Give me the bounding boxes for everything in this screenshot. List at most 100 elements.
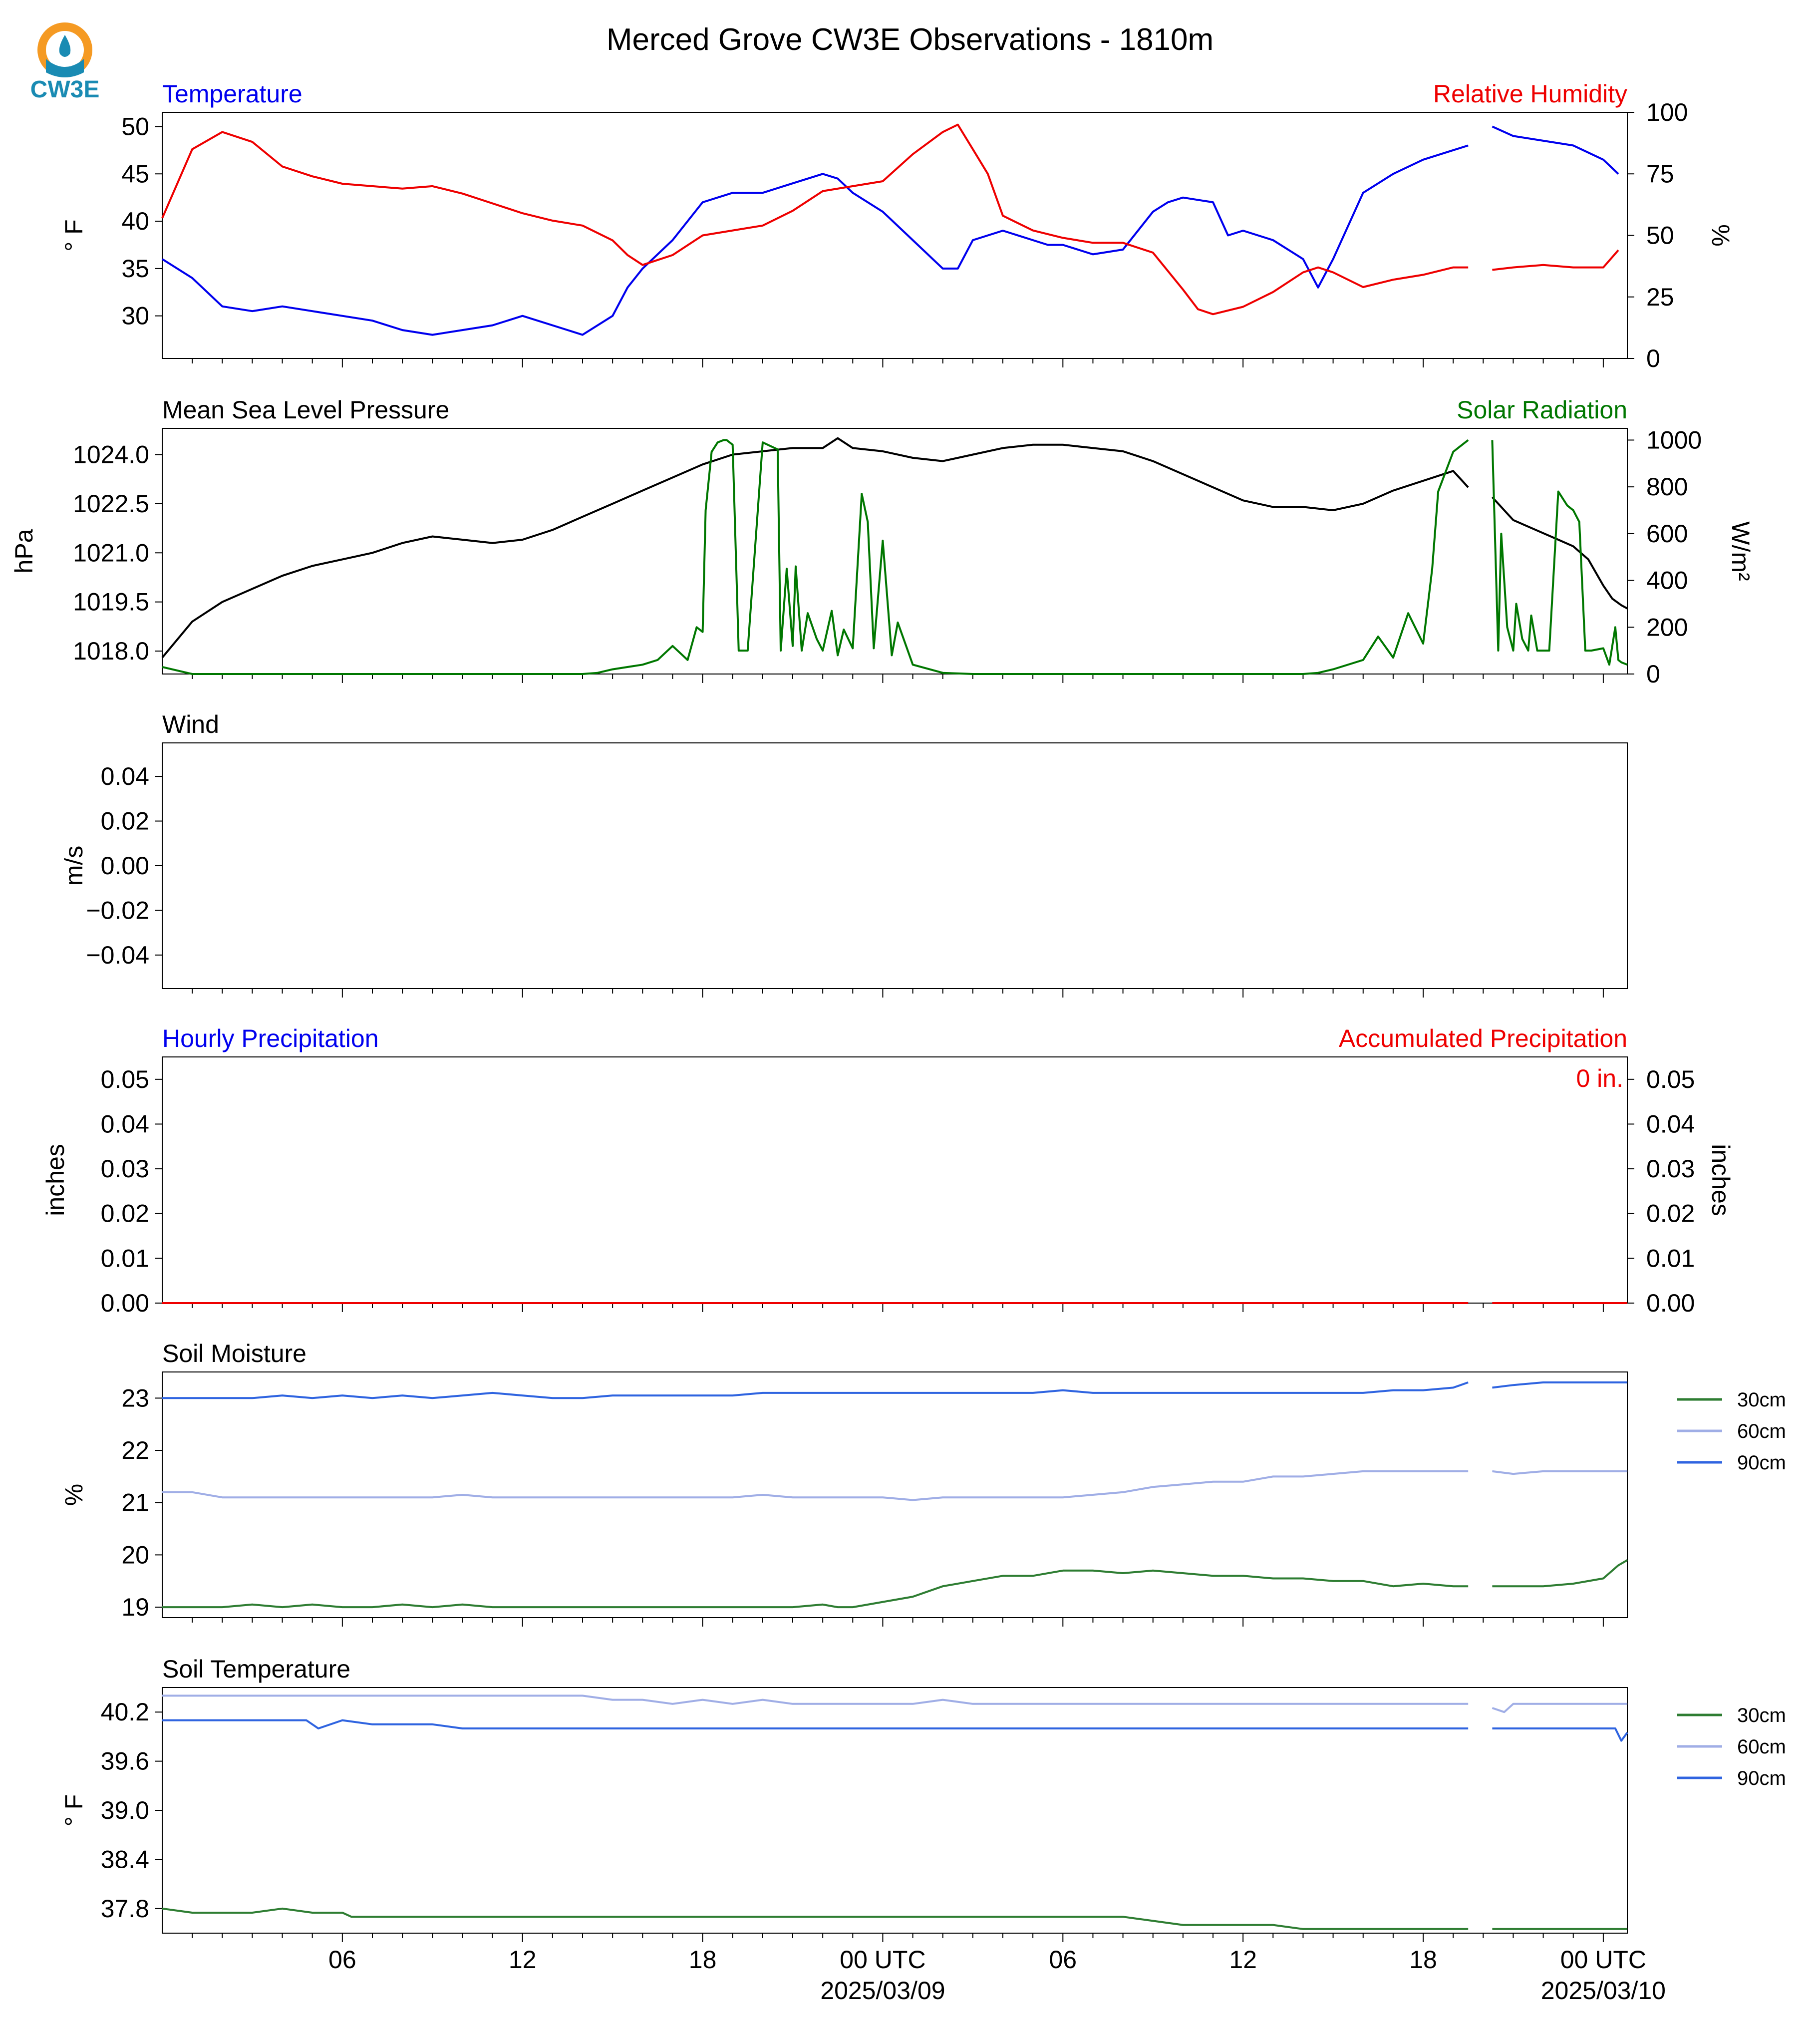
y2tick-label: 1000	[1646, 426, 1702, 454]
ytick-label: 45	[121, 160, 149, 188]
ylabel: %	[60, 1484, 88, 1506]
legend: 30cm 60cm 90cm	[1677, 1704, 1786, 1789]
series-line	[162, 1381, 1469, 1399]
ytick-label: 40	[121, 207, 149, 235]
panels: Temperature Relative Humidity 30 35 40 45 50 ° …	[10, 80, 1786, 2005]
y2tick-label: 600	[1646, 520, 1688, 548]
xtick-label: 06	[1049, 1946, 1077, 1974]
xtick-label: 06	[328, 1946, 356, 1974]
ytick-label: 20	[121, 1541, 149, 1569]
ytick-label: 35	[121, 255, 149, 283]
ytick-label: 30	[121, 302, 149, 330]
legend: 30cm 60cm 90cm	[1677, 1389, 1786, 1474]
series-line	[1491, 440, 1628, 666]
legend-label: 90cm	[1737, 1452, 1786, 1474]
y2tick-label: 0.02	[1646, 1200, 1695, 1228]
ytick-label: 0.01	[101, 1244, 149, 1272]
y2label: inches	[1707, 1144, 1735, 1216]
y2tick-label: 0.03	[1646, 1155, 1695, 1183]
panel-title-right: Solar Radiation	[1457, 396, 1627, 424]
ylabel: inches	[41, 1144, 69, 1216]
plot-frame	[162, 1371, 1628, 1618]
panel-soil_temperature: Soil Temperature 37.8 38.4 39.0 39.6 40.2 ° F 3…	[60, 1655, 1786, 2005]
legend-label: 60cm	[1737, 1736, 1786, 1758]
panel-title-right: Accumulated Precipitation	[1339, 1024, 1627, 1052]
ytick-label: 39.6	[101, 1747, 149, 1775]
ytick-label: 1019.5	[73, 588, 149, 616]
ytick-label: 23	[121, 1384, 149, 1412]
series-line	[162, 1719, 1469, 1729]
ytick-label: 19	[121, 1593, 149, 1621]
panel-title-left: Mean Sea Level Pressure	[162, 396, 449, 424]
series-line	[1492, 249, 1619, 271]
y2tick-label: 0.05	[1646, 1065, 1695, 1093]
series-line	[161, 437, 1469, 659]
series-relative-humidity	[161, 123, 1619, 316]
xtick-label: 00 UTC	[1560, 1946, 1646, 1974]
series-line	[1492, 125, 1619, 175]
panel-temp_rh: Temperature Relative Humidity 30 35 40 45 50 ° …	[60, 80, 1735, 372]
ytick-label: 0.03	[101, 1155, 149, 1183]
xtick-label: 18	[1409, 1946, 1437, 1974]
series-60cm	[162, 1694, 1627, 1713]
ytick-label: 40.2	[101, 1698, 149, 1726]
legend-label: 60cm	[1737, 1420, 1786, 1442]
xtick-label: 12	[1229, 1946, 1257, 1974]
ylabel: hPa	[10, 529, 38, 573]
ytick-label: 0.04	[101, 1110, 149, 1138]
panel-title-left: Soil Moisture	[162, 1340, 306, 1367]
ytick-label: 50	[121, 112, 149, 140]
ytick-label: 0.02	[101, 807, 149, 835]
ytick-label: 1024.0	[73, 440, 149, 468]
ytick-label: 22	[121, 1436, 149, 1464]
ytick-label: −0.02	[86, 896, 149, 924]
series-90cm	[162, 1381, 1627, 1399]
cw3e-logo: CW3E	[30, 22, 99, 103]
date-label: 2025/03/10	[1541, 1977, 1666, 2005]
y2tick-label: 400	[1646, 567, 1688, 595]
legend-label: 30cm	[1737, 1389, 1786, 1411]
legend-label: 30cm	[1737, 1704, 1786, 1726]
ytick-label: 1022.5	[73, 490, 149, 518]
y2tick-label: 800	[1646, 473, 1688, 501]
ytick-label: 1018.0	[73, 637, 149, 665]
ylabel: m/s	[60, 846, 88, 886]
y2tick-label: 200	[1646, 613, 1688, 641]
series-line	[162, 439, 1469, 675]
panel-precip: Hourly Precipitation Accumulated Precipit…	[41, 1024, 1735, 1317]
xtick-label: 00 UTC	[840, 1946, 925, 1974]
series-temperature	[161, 125, 1619, 336]
series-line	[161, 123, 1469, 316]
series-90cm	[162, 1719, 1628, 1742]
y2label: %	[1707, 224, 1735, 246]
ytick-label: 0.02	[101, 1200, 149, 1228]
xtick-label: 12	[509, 1946, 537, 1974]
series-solar-radiation	[162, 439, 1628, 675]
xtick-label: 18	[689, 1946, 717, 1974]
ytick-label: 0.04	[101, 762, 149, 790]
series-line	[162, 1470, 1469, 1501]
series-line	[1492, 1470, 1627, 1475]
panel-title-left: Hourly Precipitation	[162, 1024, 379, 1052]
y2tick-label: 0	[1646, 660, 1660, 688]
panel-title-left: Temperature	[162, 80, 303, 108]
ytick-label: 38.4	[101, 1845, 149, 1873]
series-30cm	[162, 1907, 1627, 1930]
logo-wave-icon	[46, 59, 84, 77]
panel-mslp_solar: Mean Sea Level Pressure Solar Radiation 10…	[10, 396, 1755, 688]
y2tick-label: 0.01	[1646, 1244, 1695, 1272]
ylabel: ° F	[60, 1794, 88, 1826]
panel-title-left: Soil Temperature	[162, 1655, 350, 1683]
y2label: W/m²	[1727, 521, 1755, 581]
precip-total-annotation: 0 in.	[1576, 1064, 1623, 1092]
series-line	[1492, 1702, 1627, 1713]
series-line	[161, 144, 1469, 336]
ytick-label: 0.00	[101, 1289, 149, 1317]
panel-soil_moisture: Soil Moisture 19 20 21 22 23% 30cm 60cm 90cm	[60, 1340, 1786, 1627]
panel-wind: Wind −0.04 −0.02 0.00 0.02 0.04 m/s	[60, 710, 1628, 998]
panel-title-left: Wind	[162, 710, 219, 738]
plot-frame	[162, 428, 1628, 675]
ytick-label: 21	[121, 1489, 149, 1517]
